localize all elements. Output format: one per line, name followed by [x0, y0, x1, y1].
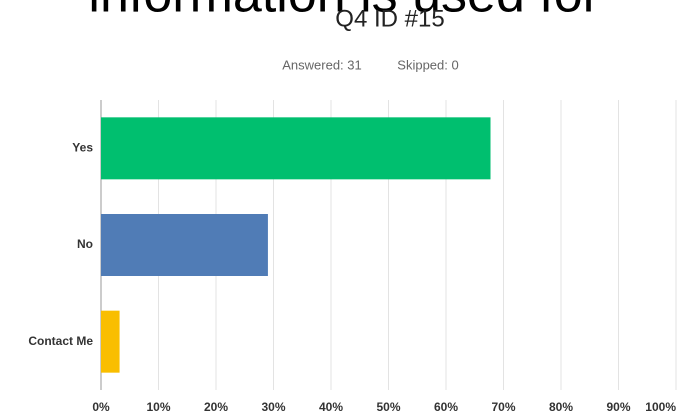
bar: [101, 310, 120, 373]
x-tick-label: 70%: [491, 400, 515, 414]
x-tick-label: 60%: [434, 400, 458, 414]
x-tick-label: 90%: [606, 400, 630, 414]
x-tick-label: 50%: [376, 400, 400, 414]
y-tick-label: Yes: [72, 141, 93, 155]
x-tick-label: 10%: [146, 400, 170, 414]
skipped: Skipped: 0: [397, 57, 458, 72]
chart-title: Q4 ID #15: [335, 5, 444, 32]
y-tick-label: Contact Me: [28, 334, 93, 348]
x-tick-label: 30%: [261, 400, 285, 414]
x-tick-label: 80%: [549, 400, 573, 414]
x-tick-label: 20%: [204, 400, 228, 414]
x-tick-label: 0%: [92, 400, 110, 414]
bar: [101, 214, 268, 276]
bar: [101, 117, 491, 180]
answered: Answered: 31: [282, 57, 362, 72]
header-fragment: information is used for: [88, 0, 600, 24]
x-tick-label: 40%: [319, 400, 343, 414]
x-tick-label: 100%: [645, 400, 676, 414]
y-tick-label: No: [77, 237, 93, 251]
